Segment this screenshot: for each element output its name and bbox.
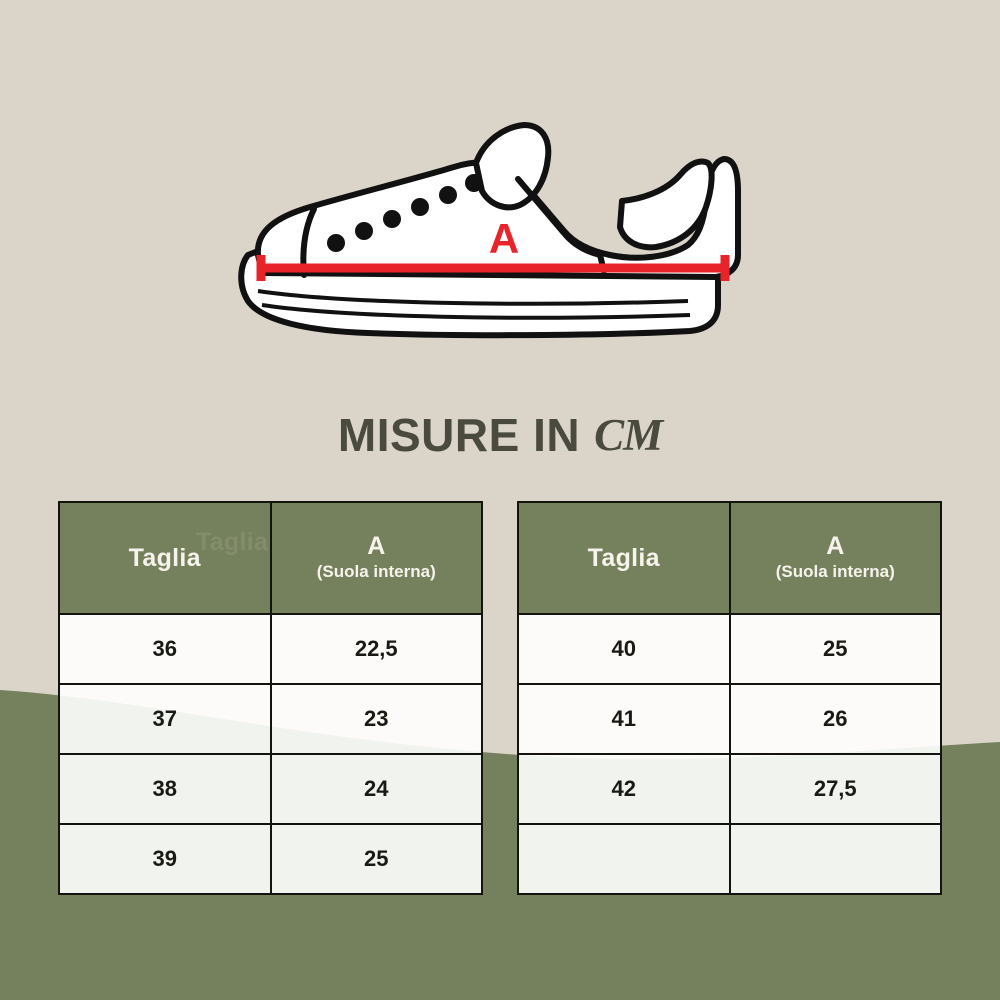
cell-length: 25 <box>728 613 942 685</box>
table-row: 38 24 <box>58 753 483 825</box>
header-cell-size: Taglia <box>58 501 272 615</box>
header-label-size: Taglia <box>128 543 201 572</box>
header-sublabel-insole: (Suola interna) <box>316 561 436 581</box>
size-tables-container: Taglia A (Suola interna) 36 22,5 37 23 <box>58 501 942 895</box>
table-row: 40 25 <box>517 613 942 685</box>
table-header-row: Taglia A (Suola interna) <box>58 501 483 615</box>
table-row: 41 26 <box>517 683 942 755</box>
measure-label-a: A <box>489 215 519 262</box>
table-row: 39 25 <box>58 823 483 895</box>
cell-length: 23 <box>269 683 483 755</box>
cell-size <box>517 823 731 895</box>
cell-size: 42 <box>517 753 731 825</box>
header-label-a: A <box>826 532 845 561</box>
cell-size: 39 <box>58 823 272 895</box>
table-row-empty <box>517 823 942 895</box>
size-table-left: Taglia A (Suola interna) 36 22,5 37 23 <box>58 501 483 895</box>
page-title: MISURE IN CM <box>0 408 1000 462</box>
cell-size: 36 <box>58 613 272 685</box>
size-table-right: Taglia A (Suola interna) 40 25 41 26 <box>517 501 942 895</box>
header-label-size: Taglia <box>587 543 660 572</box>
lace-eyelets <box>327 174 483 252</box>
table-row: 37 23 <box>58 683 483 755</box>
page-title-main: MISURE IN <box>337 409 581 461</box>
cell-size: 37 <box>58 683 272 755</box>
cell-length: 26 <box>728 683 942 755</box>
table-row: 42 27,5 <box>517 753 942 825</box>
cell-size: 41 <box>517 683 731 755</box>
cell-length: 24 <box>269 753 483 825</box>
header-cell-size: Taglia <box>517 501 731 615</box>
header-cell-length: A (Suola interna) <box>728 501 942 615</box>
cell-length <box>728 823 942 895</box>
page-title-unit: CM <box>594 410 663 460</box>
header-sublabel-insole: (Suola interna) <box>775 561 895 581</box>
cell-length: 27,5 <box>728 753 942 825</box>
header-cell-length: A (Suola interna) <box>269 501 483 615</box>
cell-size: 40 <box>517 613 731 685</box>
header-label-a: A <box>367 532 386 561</box>
cell-length: 22,5 <box>269 613 483 685</box>
measure-line-a <box>256 255 730 281</box>
table-header-row: Taglia A (Suola interna) <box>517 501 942 615</box>
cell-length: 25 <box>269 823 483 895</box>
sneaker-illustration: A <box>218 105 758 345</box>
cell-size: 38 <box>58 753 272 825</box>
table-row: 36 22,5 <box>58 613 483 685</box>
